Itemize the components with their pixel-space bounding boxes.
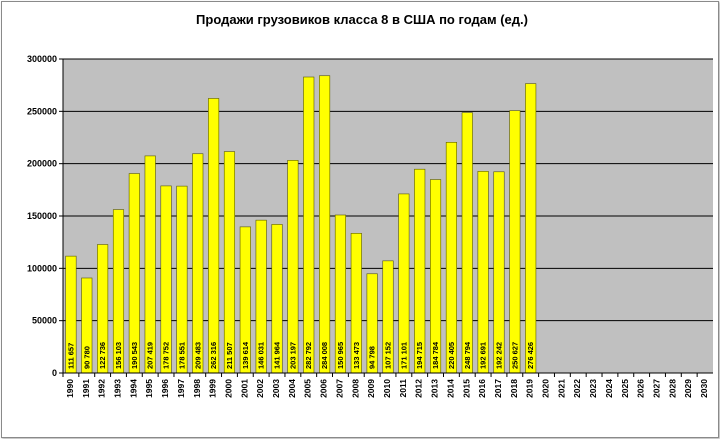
x-tick-label: 2013 <box>430 379 440 398</box>
bar-data-label: 111 657 <box>66 343 75 369</box>
x-tick-label: 2026 <box>636 379 646 398</box>
bar <box>509 110 521 374</box>
x-tick-label: 2001 <box>239 379 249 398</box>
x-tick-label: 2004 <box>287 379 297 398</box>
x-tick-label: 2028 <box>667 379 677 398</box>
bar <box>319 75 331 374</box>
x-tick-label: 1997 <box>176 379 186 398</box>
bar-data-label: 248 794 <box>463 341 472 369</box>
x-tick-label: 1995 <box>144 379 154 398</box>
bar-data-label: 284 008 <box>320 342 329 369</box>
bar-data-label: 262 316 <box>209 342 218 369</box>
bar <box>303 76 315 374</box>
bar-data-label: 178 551 <box>177 342 186 369</box>
bar-data-label: 203 197 <box>288 342 297 369</box>
bar-data-label: 282 792 <box>304 342 313 369</box>
bar-data-label: 150 965 <box>336 342 345 369</box>
y-tick-label: 200000 <box>27 159 57 169</box>
x-tick-label: 2008 <box>350 379 360 398</box>
x-tick-label: 2024 <box>604 379 614 398</box>
x-tick-label: 2000 <box>223 379 233 398</box>
x-tick-label: 1999 <box>208 379 218 398</box>
y-axis-ticks: 0 50000 100000 150000 200000 250000 300000 <box>27 54 63 378</box>
x-tick-label: 2014 <box>445 379 455 398</box>
x-tick-label: 1996 <box>160 379 170 398</box>
x-tick-label: 2019 <box>525 379 535 398</box>
bar-data-label: 207 419 <box>146 342 155 369</box>
bar-data-label: 133 473 <box>352 342 361 369</box>
x-tick-label: 2017 <box>493 379 503 398</box>
bar-data-label: 194 715 <box>415 342 424 369</box>
x-tick-label: 2007 <box>334 379 344 398</box>
x-tick-label: 2022 <box>572 379 582 398</box>
x-tick-label: 2003 <box>271 379 281 398</box>
bar <box>144 155 156 374</box>
x-tick-label: 2023 <box>588 379 598 398</box>
bar <box>525 83 537 374</box>
y-tick-label: 250000 <box>27 106 57 116</box>
x-tick-label: 2002 <box>255 379 265 398</box>
bar-data-label: 178 752 <box>162 342 171 369</box>
x-tick-label: 2012 <box>414 379 424 398</box>
bar-data-label: 184 784 <box>431 341 440 369</box>
y-tick-label: 50000 <box>32 316 57 326</box>
x-tick-label: 2006 <box>319 379 329 398</box>
bar <box>223 151 236 374</box>
x-tick-label: 2021 <box>556 379 566 398</box>
x-tick-label: 1991 <box>81 379 91 398</box>
x-tick-label: 2011 <box>398 379 408 398</box>
x-tick-label: 2018 <box>509 379 519 398</box>
x-tick-label: 2030 <box>699 379 709 398</box>
bar-data-label: 139 614 <box>241 341 250 369</box>
y-tick-label: 300000 <box>27 54 57 64</box>
bar-data-label: 250 627 <box>510 342 519 369</box>
bar-data-label: 90 780 <box>82 346 91 369</box>
x-tick-label: 2005 <box>303 379 313 398</box>
y-tick-label: 0 <box>52 368 57 378</box>
bar-data-label: 192 242 <box>494 342 503 369</box>
y-tick-label: 100000 <box>27 263 57 273</box>
bar-data-label: 141 964 <box>273 341 282 369</box>
chart-title: Продажи грузовиков класса 8 в США по год… <box>196 12 528 27</box>
bar <box>287 160 299 374</box>
bar-data-label: 211 507 <box>225 342 234 369</box>
bar-data-label: 190 543 <box>130 342 139 369</box>
bar-data-label: 220 405 <box>447 342 456 369</box>
x-tick-label: 2020 <box>541 379 551 398</box>
bar-data-label: 209 483 <box>193 342 202 369</box>
bar-data-label: 156 103 <box>114 342 123 369</box>
bar <box>208 98 220 374</box>
bar-data-label: 122 736 <box>98 342 107 369</box>
bar-data-label: 192 691 <box>479 342 488 369</box>
x-tick-label: 2010 <box>382 379 392 398</box>
x-tick-label: 1993 <box>112 379 122 398</box>
bar-data-label: 171 101 <box>399 342 408 369</box>
x-axis-ticks: 1990 1991 1992 1993 1994 1995 1996 1997 1998 1999… <box>62 373 709 398</box>
bar-data-label: 276 426 <box>526 342 535 369</box>
bar <box>445 142 457 374</box>
bar-data-label: 107 152 <box>384 342 393 369</box>
x-tick-label: 2009 <box>366 379 376 398</box>
x-tick-label: 1990 <box>65 379 75 398</box>
x-tick-label: 2029 <box>683 379 693 398</box>
y-tick-label: 150000 <box>27 211 57 221</box>
bar-data-label: 94 798 <box>368 346 377 369</box>
x-tick-label: 1992 <box>97 379 107 398</box>
bar <box>461 112 473 374</box>
bar-data-label: 146 031 <box>257 342 266 369</box>
bar <box>192 153 204 374</box>
x-tick-label: 2025 <box>620 379 630 398</box>
x-tick-label: 2015 <box>461 379 471 398</box>
x-tick-label: 1994 <box>128 379 138 398</box>
x-tick-label: 2016 <box>477 379 487 398</box>
x-tick-label: 2027 <box>652 379 662 398</box>
x-tick-label: 1998 <box>192 379 202 398</box>
